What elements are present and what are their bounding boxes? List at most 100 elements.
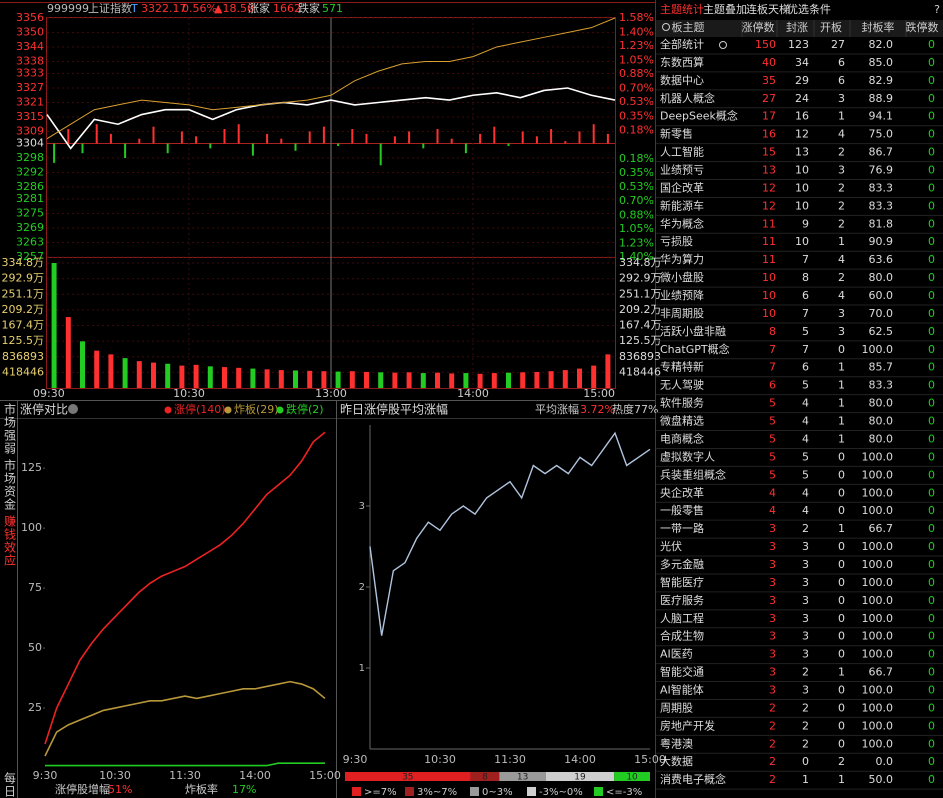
cell: 24 [795,92,809,105]
theme-name[interactable]: 亏损股 [660,234,693,248]
cell: 80.0 [869,432,894,445]
strength-bar [379,143,382,166]
cell: 0 [838,468,845,481]
volume-bar [406,372,412,388]
theme-name[interactable]: 专精特新 [660,360,704,374]
theme-name[interactable]: 活跃小盘非融 [660,324,726,338]
theme-name[interactable]: 医疗服务 [660,593,704,607]
theme-name[interactable]: 智能医疗 [660,575,704,589]
table-tab[interactable]: 主题叠加 [703,3,747,16]
theme-name[interactable]: 全部统计 [660,37,704,51]
volume-bar [364,371,369,388]
volume-bar [165,363,171,388]
index-code: 999999 [47,2,89,15]
theme-name[interactable]: 合成生物 [660,629,704,643]
column-header[interactable]: 封板率 [862,20,895,34]
cell: 5 [769,468,776,481]
cell: 0 [838,594,845,607]
column-header[interactable]: 跌停数 [906,20,939,34]
table-tab[interactable]: 优选条件 [787,2,831,16]
theme-name[interactable]: 央企改革 [660,485,704,499]
up-label: 涨家 [248,1,270,15]
theme-name[interactable]: DeepSeek概念 [660,109,738,123]
column-header[interactable]: 开板 [820,20,842,34]
column-header[interactable]: 封涨 [786,20,808,34]
theme-name[interactable]: 新零售 [660,127,693,141]
side-tab[interactable]: 市场强弱 [3,402,17,455]
theme-name[interactable]: 东数西算 [660,55,704,69]
theme-name[interactable]: 智能交通 [660,665,704,679]
cell: 3 [769,648,776,661]
theme-name[interactable]: 人脑工程 [660,612,704,625]
theme-name[interactable]: 大数据 [660,754,693,768]
volume-bar [151,362,156,388]
theme-name[interactable]: 华为算力 [660,252,704,266]
theme-name[interactable]: AI医药 [660,648,693,661]
theme-name[interactable]: 新能源车 [660,198,704,212]
table-header-bg [656,20,943,37]
legend-label: 涨停(140) [174,402,226,416]
theme-name[interactable]: 华为概念 [660,216,704,230]
distribution-value: 13 [517,773,528,783]
theme-name[interactable]: 软件服务 [660,396,704,410]
legend-swatch [594,787,603,796]
info-icon[interactable] [68,404,78,414]
theme-name[interactable]: 机器人概念 [660,91,715,105]
cell: 7 [802,343,809,356]
theme-name[interactable]: 周期股 [660,701,693,714]
side-tab[interactable]: 每日 [3,771,17,798]
volume-bar [534,371,540,388]
theme-name[interactable]: 无人驾驶 [660,378,704,392]
cell: 8 [769,325,776,338]
theme-name[interactable]: 业绩预降 [660,288,704,302]
cell: 94.1 [869,110,894,123]
down-count: 571 [322,2,343,15]
pct-tick-label: 1.40% [619,25,654,38]
side-tab[interactable]: 赚钱效应 [3,514,17,567]
strength-bar [408,131,411,144]
theme-name[interactable]: 国企改革 [660,180,704,194]
column-header[interactable]: 板主题 [672,20,705,34]
theme-name[interactable]: 一般零售 [660,503,704,517]
theme-name[interactable]: 兵装重组概念 [660,467,726,481]
theme-name[interactable]: 电商概念 [660,431,704,445]
cell: 0 [838,701,845,714]
cell: 2 [838,755,845,768]
table-tab[interactable]: 主题统计 [660,3,704,16]
cell: 0 [928,92,935,105]
theme-name[interactable]: 数据中心 [660,73,704,87]
theme-name[interactable]: 消费电子概念 [660,772,726,786]
theme-name[interactable]: 多元金融 [660,557,704,571]
strength-bar [365,133,368,144]
help-icon[interactable]: ? [934,3,940,16]
cell: 15 [762,146,776,159]
distribution-value: 10 [626,773,638,783]
theme-name[interactable]: 非周期股 [660,307,704,320]
theme-name[interactable]: 微盘精选 [660,414,704,428]
side-tab[interactable]: 市场资金 [3,458,17,511]
volume-bar [349,371,355,388]
theme-name[interactable]: 一带一路 [660,522,704,535]
theme-name[interactable]: 业绩预亏 [660,164,704,177]
theme-name[interactable]: 微小盘股 [660,270,704,284]
theme-name[interactable]: ChatGPT概念 [660,342,730,356]
cell: 50.0 [869,773,894,786]
panel-title: 涨停对比 [20,402,68,417]
theme-name[interactable]: 光伏 [660,539,682,553]
cell: 35 [762,74,776,87]
theme-name[interactable]: AI智能体 [660,682,704,696]
column-header[interactable]: 涨停数 [742,20,775,34]
table-tab[interactable]: 连板天梯 [746,2,790,16]
legend-swatch [470,787,479,796]
theme-name[interactable]: 粤港澳 [660,736,693,750]
price-tick-label: 3269 [16,221,44,234]
cell: 0.0 [876,755,894,768]
volume-tick-label: 836893 [2,350,44,363]
theme-name[interactable]: 人工智能 [660,145,704,159]
t-marker: T [130,2,138,15]
theme-name[interactable]: 虚拟数字人 [660,449,715,463]
pct-tick-label: 0.35% [619,166,654,179]
cell: 75.0 [869,128,894,141]
theme-name[interactable]: 房地产开发 [660,718,715,732]
cell: 2 [838,271,845,284]
